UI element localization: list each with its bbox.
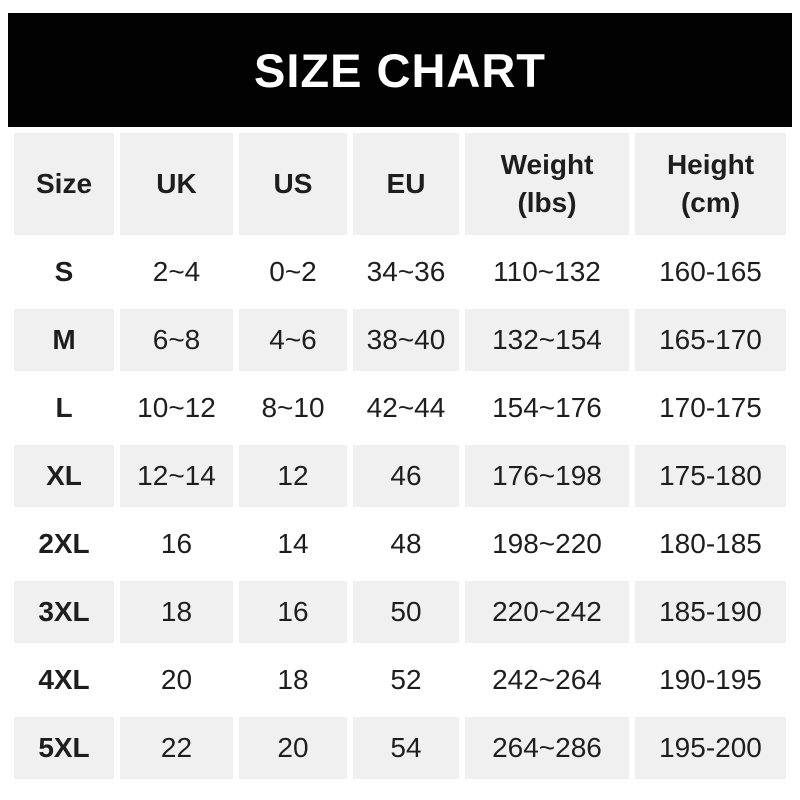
height-cell: 160-165 (635, 241, 786, 303)
col-header-weight-label: Weight (500, 149, 594, 180)
col-header-size-label: Size (35, 168, 93, 199)
weight-cell: 264~286 (465, 717, 629, 779)
height-cell: 195-200 (635, 717, 786, 779)
height-cell: 185-190 (635, 581, 786, 643)
table-row-5xl: 5XL 22 20 54 264~286 195-200 (14, 717, 786, 779)
table-row-l: L 10~12 8~10 42~44 154~176 170-175 (14, 377, 786, 439)
col-header-height-unit: (cm) (680, 187, 741, 218)
col-header-height-label: Height (666, 149, 755, 180)
size-cell: M (14, 309, 114, 371)
size-cell: 4XL (14, 649, 114, 711)
uk-cell: 22 (120, 717, 233, 779)
weight-cell: 110~132 (465, 241, 629, 303)
table-row-s: S 2~4 0~2 34~36 110~132 160-165 (14, 241, 786, 303)
us-cell: 0~2 (239, 241, 347, 303)
weight-cell: 154~176 (465, 377, 629, 439)
height-cell: 165-170 (635, 309, 786, 371)
col-header-us-label: US (273, 168, 313, 199)
table-row-3xl: 3XL 18 16 50 220~242 185-190 (14, 581, 786, 643)
eu-cell: 50 (353, 581, 459, 643)
col-header-uk: UK (120, 133, 233, 235)
us-cell: 12 (239, 445, 347, 507)
col-header-weight: Weight (lbs) (465, 133, 629, 235)
weight-cell: 176~198 (465, 445, 629, 507)
eu-cell: 38~40 (353, 309, 459, 371)
us-cell: 4~6 (239, 309, 347, 371)
us-cell: 16 (239, 581, 347, 643)
eu-cell: 54 (353, 717, 459, 779)
size-cell: L (14, 377, 114, 439)
eu-cell: 52 (353, 649, 459, 711)
col-header-weight-unit: (lbs) (517, 187, 577, 218)
size-cell: S (14, 241, 114, 303)
uk-cell: 12~14 (120, 445, 233, 507)
col-header-us: US (239, 133, 347, 235)
uk-cell: 10~12 (120, 377, 233, 439)
height-cell: 180-185 (635, 513, 786, 575)
header-row: Size UK US EU Weight (lbs) Height (cm) (14, 133, 786, 235)
uk-cell: 16 (120, 513, 233, 575)
size-table: Size UK US EU Weight (lbs) Height (cm) S… (8, 127, 792, 785)
weight-cell: 242~264 (465, 649, 629, 711)
us-cell: 8~10 (239, 377, 347, 439)
table-row-xl: XL 12~14 12 46 176~198 175-180 (14, 445, 786, 507)
us-cell: 20 (239, 717, 347, 779)
us-cell: 14 (239, 513, 347, 575)
uk-cell: 2~4 (120, 241, 233, 303)
col-header-uk-label: UK (156, 168, 197, 199)
height-cell: 170-175 (635, 377, 786, 439)
size-cell: XL (14, 445, 114, 507)
col-header-eu: EU (353, 133, 459, 235)
col-header-height: Height (cm) (635, 133, 786, 235)
weight-cell: 132~154 (465, 309, 629, 371)
size-cell: 5XL (14, 717, 114, 779)
height-cell: 175-180 (635, 445, 786, 507)
uk-cell: 6~8 (120, 309, 233, 371)
us-cell: 18 (239, 649, 347, 711)
eu-cell: 46 (353, 445, 459, 507)
eu-cell: 42~44 (353, 377, 459, 439)
height-cell: 190-195 (635, 649, 786, 711)
page-title: SIZE CHART (254, 43, 546, 97)
size-cell: 2XL (14, 513, 114, 575)
title-banner: SIZE CHART (8, 13, 792, 127)
uk-cell: 18 (120, 581, 233, 643)
table-row-m: M 6~8 4~6 38~40 132~154 165-170 (14, 309, 786, 371)
uk-cell: 20 (120, 649, 233, 711)
col-header-size: Size (14, 133, 114, 235)
size-cell: 3XL (14, 581, 114, 643)
table-row-2xl: 2XL 16 14 48 198~220 180-185 (14, 513, 786, 575)
eu-cell: 48 (353, 513, 459, 575)
weight-cell: 198~220 (465, 513, 629, 575)
weight-cell: 220~242 (465, 581, 629, 643)
eu-cell: 34~36 (353, 241, 459, 303)
col-header-eu-label: EU (386, 168, 426, 199)
table-row-4xl: 4XL 20 18 52 242~264 190-195 (14, 649, 786, 711)
